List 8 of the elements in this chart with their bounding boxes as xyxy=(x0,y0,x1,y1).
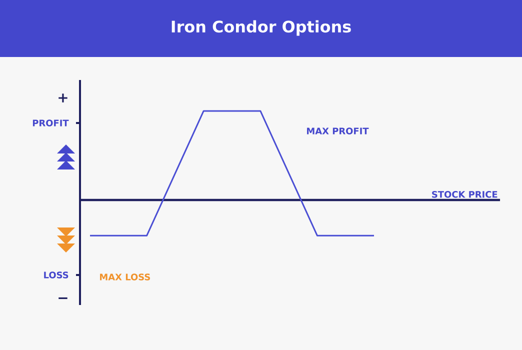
text: − xyxy=(58,297,68,300)
annotation: MAX PROFIT xyxy=(307,128,369,134)
annotation: PROFIT xyxy=(32,120,69,126)
chart-title: Iron Condor Options xyxy=(172,20,351,36)
text: + xyxy=(58,94,68,102)
x-axis-title: STOCK PRICE xyxy=(432,191,498,198)
text: LOSS xyxy=(44,272,68,278)
text: MAX LOSS xyxy=(100,274,150,280)
